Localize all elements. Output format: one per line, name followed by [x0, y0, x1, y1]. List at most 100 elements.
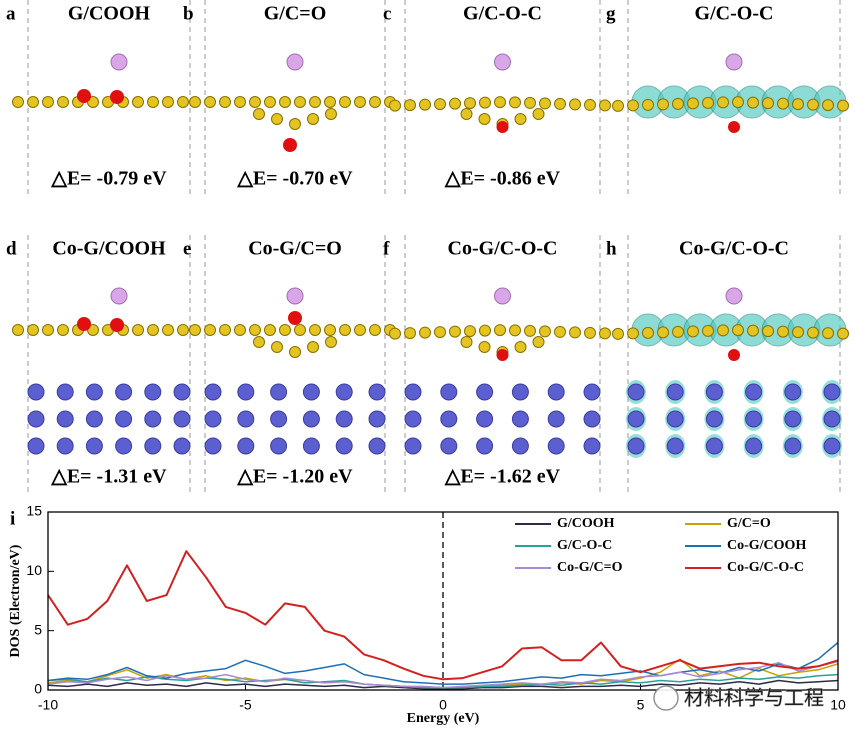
cobalt-atom: [784, 410, 802, 428]
carbon-atom: [253, 336, 265, 348]
carbon-atom: [822, 327, 834, 340]
panel-title: G/C-O-C: [463, 3, 542, 25]
energy-label: △E= -0.70 eV: [236, 168, 353, 190]
cobalt-atom: [204, 437, 222, 455]
cobalt-atom: [784, 437, 802, 455]
cobalt-atom: [115, 437, 133, 455]
carbon-atom: [514, 341, 527, 353]
cobalt-atom: [705, 410, 723, 428]
carbon-atom: [539, 325, 551, 338]
metal-atom: [494, 53, 511, 71]
metal-atom: [110, 53, 128, 71]
cobalt-atom: [440, 437, 458, 455]
carbon-atom: [702, 96, 714, 109]
carbon-atom: [509, 324, 521, 337]
cobalt-atom: [302, 410, 320, 428]
carbon-atom: [147, 96, 159, 108]
legend-label: G/COOH: [557, 516, 615, 531]
carbon-atom: [569, 326, 581, 339]
cobalt-atom: [237, 383, 255, 401]
carbon-atom: [717, 96, 729, 109]
cobalt-atom: [583, 437, 601, 455]
cobalt-atom: [476, 437, 494, 455]
carbon-atom: [369, 96, 381, 108]
panel-title: Co-G/C-O-C: [448, 238, 558, 260]
oxygen-atom: [496, 121, 509, 133]
carbon-atom: [57, 96, 69, 108]
cobalt-atom: [56, 410, 74, 428]
energy-label: △E= -1.31 eV: [50, 466, 167, 488]
energy-label: △E= -0.86 eV: [444, 168, 561, 190]
cobalt-atom: [56, 383, 74, 401]
cobalt-atom: [547, 383, 565, 401]
energy-label: △E= -0.79 eV: [50, 168, 167, 190]
cobalt-atom: [404, 437, 422, 455]
cobalt-atom: [823, 383, 841, 401]
carbon-atom: [837, 327, 849, 340]
x-tick-label: -5: [239, 697, 252, 713]
cobalt-atom: [627, 383, 645, 401]
legend-label: G/C=O: [727, 516, 771, 531]
carbon-atom: [369, 324, 381, 336]
x-axis-title: Energy (eV): [407, 711, 480, 726]
carbon-atom: [807, 326, 819, 339]
carbon-atom: [509, 96, 521, 109]
carbon-atom: [162, 324, 174, 336]
cobalt-atom: [583, 410, 601, 428]
cobalt-atom: [745, 383, 763, 401]
y-axis-title: DOS (Electron/eV): [8, 544, 23, 657]
carbon-atom: [253, 108, 265, 120]
series-line: [47, 660, 839, 689]
cobalt-atom: [440, 410, 458, 428]
carbon-atom: [339, 96, 351, 108]
cobalt-atom: [302, 383, 320, 401]
carbon-atom: [657, 98, 669, 111]
carbon-atom: [307, 113, 319, 125]
carbon-atom: [460, 108, 473, 120]
oxygen-atom: [288, 311, 302, 325]
carbon-atom: [132, 96, 144, 108]
carbon-atom: [264, 324, 276, 336]
carbon-atom: [42, 324, 54, 336]
carbon-atom: [189, 324, 201, 336]
carbon-atom: [204, 96, 216, 108]
carbon-atom: [279, 96, 291, 108]
carbon-atom: [627, 99, 639, 112]
x-tick-label: -10: [38, 697, 58, 713]
carbon-atom: [539, 97, 551, 110]
carbon-atom: [434, 98, 446, 111]
carbon-atom: [642, 326, 654, 339]
carbon-atom: [404, 327, 416, 340]
carbon-atom: [325, 336, 337, 348]
carbon-atom: [12, 96, 24, 108]
carbon-atom: [837, 99, 849, 112]
cobalt-atom: [204, 410, 222, 428]
carbon-atom: [309, 96, 321, 108]
cobalt-atom: [27, 410, 45, 428]
carbon-atom: [762, 325, 774, 338]
cobalt-atom: [666, 383, 684, 401]
x-tick-label: 10: [830, 697, 846, 713]
carbon-atom: [249, 324, 261, 336]
series-line: [47, 679, 839, 690]
oxygen-atom: [110, 318, 124, 332]
carbon-atom: [324, 324, 336, 336]
carbon-atom: [289, 118, 301, 130]
carbon-atom: [747, 96, 759, 109]
cobalt-atom: [627, 410, 645, 428]
panel-label: i: [10, 508, 15, 529]
cobalt-atom: [115, 410, 133, 428]
carbon-atom: [279, 324, 291, 336]
cobalt-atom: [745, 437, 763, 455]
carbon-atom: [307, 341, 319, 353]
carbon-atom: [524, 96, 536, 109]
cobalt-atom: [511, 383, 529, 401]
carbon-atom: [389, 99, 401, 112]
cobalt-atom: [270, 410, 288, 428]
plot-frame: [47, 511, 839, 691]
metal-atom: [110, 287, 128, 305]
carbon-atom: [354, 324, 366, 336]
cobalt-atom: [404, 410, 422, 428]
cobalt-atom: [476, 383, 494, 401]
